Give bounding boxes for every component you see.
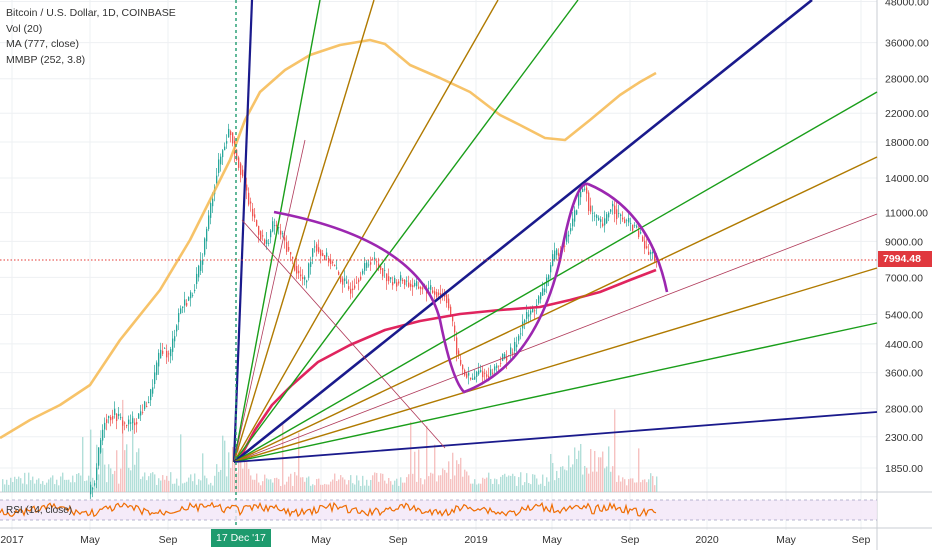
price-label-12: 2800.00 (885, 404, 923, 416)
fan-line-9 (233, 213, 878, 463)
price-candles (90, 123, 658, 499)
fan-line-8 (233, 156, 878, 463)
time-label-1: May (80, 534, 101, 546)
fan-line-diagonal (241, 219, 446, 449)
price-label-0: 48000.00 (885, 0, 929, 8)
price-label-4: 18000.00 (885, 137, 929, 149)
crosshair-date-tag: 17 Dec '17 (211, 529, 271, 547)
fan-line-2 (233, 0, 375, 463)
fan-line-4 (233, 0, 499, 463)
time-label-2: Sep (159, 534, 178, 546)
price-label-9: 5400.00 (885, 310, 923, 322)
time-label-9: May (776, 534, 797, 546)
time-label-8: 2020 (695, 534, 719, 546)
time-axis-labels: 2017 May Sep May Sep 2019 May Sep 2020 May Sep (0, 534, 870, 546)
price-axis-labels: 48000.00 36000.00 28000.00 22000.00 18000.00… (885, 0, 929, 475)
arc-cycle-1 (273, 182, 589, 394)
gann-fan (232, 0, 878, 464)
price-label-11: 3600.00 (885, 368, 923, 380)
rsi-band (0, 500, 877, 520)
price-label-2: 28000.00 (885, 74, 929, 86)
fan-line-1 (233, 0, 321, 463)
time-label-0: 2017 (0, 534, 24, 546)
fan-line-10 (233, 267, 878, 463)
rsi-line (0, 501, 657, 518)
time-label-4: Sep (389, 534, 408, 546)
time-label-7: Sep (621, 534, 640, 546)
ma-777-line (0, 38, 657, 440)
fan-line-6 (233, 0, 813, 464)
time-label-5: 2019 (464, 534, 488, 546)
mmbp-line (238, 268, 657, 459)
rsi-label: RSI (14, close) (6, 505, 73, 516)
price-label-13: 2300.00 (885, 432, 923, 444)
price-label-1: 36000.00 (885, 38, 929, 50)
price-label-3: 22000.00 (885, 108, 929, 120)
price-label-10: 4400.00 (885, 339, 923, 351)
rsi-pane (0, 499, 877, 521)
fan-line-11 (233, 322, 878, 463)
price-label-6: 11000.00 (885, 208, 928, 220)
fan-line-3 (233, 139, 306, 463)
fan-line-5 (233, 0, 579, 463)
time-label-3: May (311, 534, 332, 546)
time-label-10: Sep (852, 534, 871, 546)
fan-line-0 (232, 0, 254, 463)
price-label-5: 14000.00 (885, 173, 929, 185)
price-label-14: 1850.00 (885, 463, 923, 475)
time-label-6: May (542, 534, 563, 546)
arc-cycle-2 (587, 182, 669, 293)
fan-line-12 (233, 411, 878, 463)
price-label-7: 9000.00 (885, 236, 923, 248)
price-label-8: 7000.00 (885, 272, 923, 284)
current-price-tag: 7994.48 (878, 251, 932, 267)
volume-bars (2, 399, 658, 492)
